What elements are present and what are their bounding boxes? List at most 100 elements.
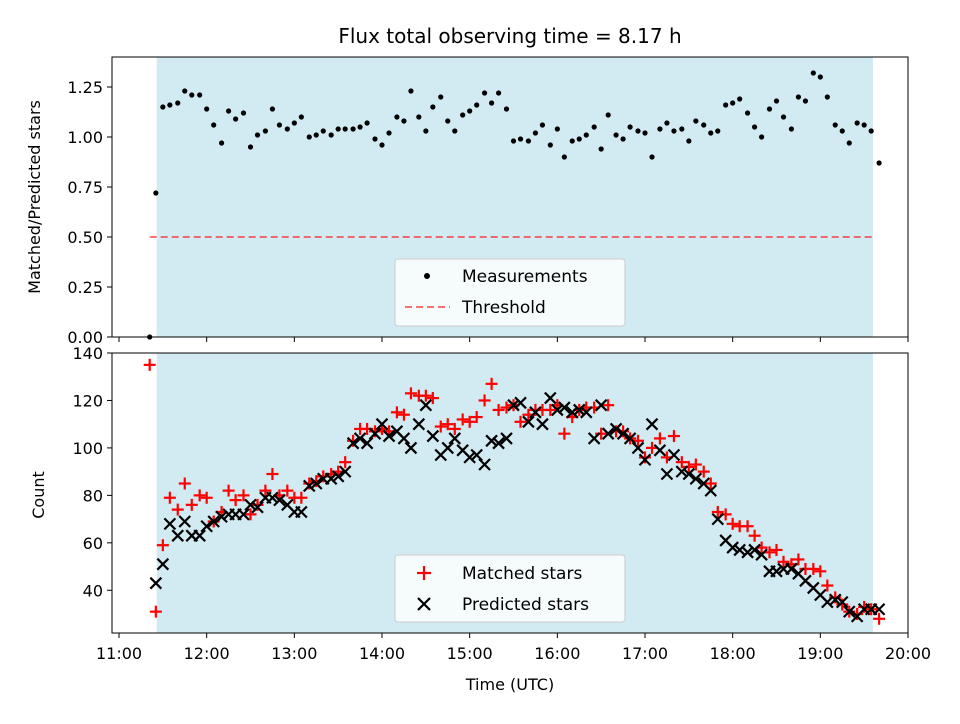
predicted-star-point xyxy=(514,396,527,410)
measurement-point xyxy=(583,132,589,138)
matched-star-point xyxy=(156,539,169,552)
measurement-point xyxy=(474,102,480,108)
measurement-point xyxy=(832,122,838,128)
matched-star-point xyxy=(193,489,206,502)
measurement-point xyxy=(204,106,210,112)
measurement-point xyxy=(313,132,319,138)
matched-star-point xyxy=(711,505,724,518)
predicted-star-point xyxy=(675,465,689,478)
predicted-star-point xyxy=(156,557,170,571)
matched-star-point xyxy=(419,389,432,402)
predicted-star-point xyxy=(207,515,220,528)
predicted-star-point xyxy=(244,498,257,512)
predicted-star-point xyxy=(828,593,842,607)
predicted-star-point xyxy=(704,484,718,497)
measurement-point xyxy=(481,90,488,96)
measurement-point xyxy=(620,136,626,142)
matched-star-point xyxy=(456,413,469,426)
predicted-star-point xyxy=(616,427,630,440)
measurement-point xyxy=(766,106,773,112)
matched-star-point xyxy=(595,427,608,440)
matched-star-point xyxy=(222,484,235,497)
predicted-star-point xyxy=(733,543,746,557)
matched-star-point xyxy=(178,477,191,490)
predicted-star-point xyxy=(346,436,360,450)
count-x-tick-label: 11:00 xyxy=(96,644,142,663)
predicted-star-point xyxy=(522,415,535,429)
matched-star-point xyxy=(748,529,761,542)
matched-star-point xyxy=(682,460,695,473)
matched-star-point xyxy=(689,458,702,471)
measurement-point xyxy=(758,134,765,140)
measurement-point xyxy=(598,146,604,152)
measurement-point xyxy=(503,106,510,112)
matched-star-point xyxy=(814,565,827,578)
measurement-point xyxy=(824,94,830,100)
count-x-tick-label: 18:00 xyxy=(710,644,756,663)
predicted-star-point xyxy=(273,493,286,507)
measurement-point xyxy=(876,160,882,166)
count-y-tick-label: 120 xyxy=(72,391,103,410)
predicted-star-point xyxy=(558,401,571,414)
predicted-star-point xyxy=(711,512,725,526)
predicted-star-point xyxy=(404,441,418,455)
predicted-star-point xyxy=(163,517,177,531)
count-x-tick-label: 20:00 xyxy=(885,644,931,663)
matched-star-point xyxy=(434,420,447,433)
matched-star-point xyxy=(726,517,739,530)
predicted-star-point xyxy=(601,427,615,440)
matched-star-point xyxy=(514,415,527,428)
matched-star-point xyxy=(426,392,439,405)
measurement-point xyxy=(635,128,641,134)
matched-star-point xyxy=(463,415,476,428)
predicted-star-point xyxy=(536,417,549,431)
predicted-star-point xyxy=(448,432,462,445)
predicted-star-point xyxy=(572,403,586,417)
measurement-point xyxy=(613,132,619,138)
measurement-point xyxy=(379,142,385,148)
measurement-point xyxy=(839,128,845,134)
measurement-point xyxy=(810,70,816,76)
predicted-star-point xyxy=(492,436,505,450)
measurement-point xyxy=(532,130,539,136)
matched-star-point xyxy=(792,553,805,566)
count-y-axis-label: Count xyxy=(29,471,48,519)
predicted-star-point xyxy=(463,451,476,464)
measurement-point xyxy=(269,106,276,112)
measurement-point xyxy=(401,118,407,124)
measurement-point xyxy=(394,114,400,120)
predicted-star-point xyxy=(485,434,498,448)
matched-star-point xyxy=(836,598,849,611)
matched-star-point xyxy=(259,484,272,497)
matched-star-point xyxy=(281,484,294,497)
measurement-point xyxy=(386,130,392,136)
measurement-point xyxy=(320,128,326,134)
predicted-star-point xyxy=(872,602,886,616)
measurement-point xyxy=(467,108,473,114)
measurement-point xyxy=(510,138,517,144)
chart-title: Flux total observing time = 8.17 h xyxy=(338,24,681,48)
ratio-y-tick-label: 0.75 xyxy=(67,178,103,197)
predicted-star-point xyxy=(741,546,754,559)
measurement-point xyxy=(569,138,575,144)
measurement-point xyxy=(364,120,370,126)
measurement-point xyxy=(357,124,363,130)
measurement-point xyxy=(693,118,699,124)
count-x-tick-label: 19:00 xyxy=(797,644,843,663)
legend-matched-label: Matched stars xyxy=(462,564,582,584)
matched-star-point xyxy=(485,377,498,390)
measurement-point xyxy=(802,98,809,104)
measurement-point xyxy=(350,126,356,132)
count-legend: Matched stars Predicted stars xyxy=(394,554,626,623)
measurement-point xyxy=(218,140,225,146)
predicted-star-point xyxy=(785,562,798,576)
predicted-star-point xyxy=(302,479,316,493)
predicted-star-point xyxy=(609,422,623,436)
measurement-point xyxy=(452,128,458,134)
predicted-star-point xyxy=(237,508,250,521)
measurement-point xyxy=(460,112,466,118)
predicted-star-point xyxy=(338,465,352,478)
measurement-point xyxy=(175,100,181,106)
predicted-star-point xyxy=(368,427,382,440)
